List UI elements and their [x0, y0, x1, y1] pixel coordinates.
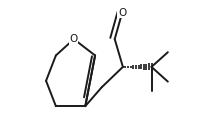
- Text: O: O: [70, 34, 78, 44]
- Text: O: O: [118, 8, 126, 18]
